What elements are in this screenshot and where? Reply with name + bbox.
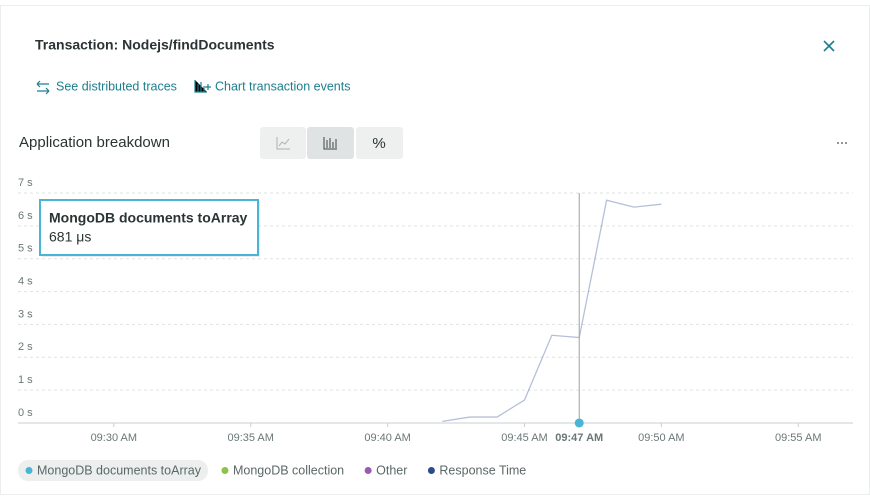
tooltip	[39, 199, 259, 256]
tooltip-title: MongoDB documents toArray	[49, 210, 248, 226]
x-tick-label: 09:35 AM	[227, 432, 273, 444]
percent-label: %	[372, 135, 385, 152]
y-tick-label: 6 s	[18, 210, 33, 222]
toggle-percent[interactable]	[356, 127, 403, 159]
y-tick-label: 1 s	[18, 374, 33, 386]
x-tick-label: 09:40 AM	[364, 432, 410, 444]
legend-label: Other	[376, 463, 407, 477]
x-tick-label: 09:45 AM	[501, 432, 547, 444]
cursor-label-bg	[553, 429, 606, 447]
legend-bg	[18, 460, 208, 481]
legend-item[interactable]: Other	[357, 460, 414, 481]
y-tick-label: 0 s	[18, 407, 33, 419]
legend-label: Response Time	[439, 463, 526, 477]
y-tick-label: 2 s	[18, 341, 33, 353]
legend-item[interactable]: MongoDB collection	[214, 460, 351, 481]
y-tick-label: 4 s	[18, 275, 33, 287]
hover-point	[574, 418, 584, 428]
legend-label: MongoDB documents toArray	[37, 463, 202, 477]
close-button[interactable]	[823, 40, 835, 52]
y-tick-label: 5 s	[18, 243, 33, 255]
legend-dot	[427, 467, 435, 474]
legend-label: MongoDB collection	[233, 463, 344, 477]
menu-button[interactable]	[837, 142, 847, 144]
y-tick-label: 3 s	[18, 308, 33, 320]
x-tick-label: 09:30 AM	[91, 432, 137, 444]
legend-item[interactable]: MongoDB documents toArray	[18, 460, 208, 481]
x-tick-label: 09:50 AM	[638, 432, 684, 444]
events-icon	[194, 80, 211, 93]
legend-dot	[221, 467, 229, 474]
cursor-label: 09:47 AM	[555, 432, 603, 444]
panel-title: Application breakdown	[19, 134, 170, 151]
x-tick-label: 09:55 AM	[775, 432, 821, 444]
link-traces[interactable]: See distributed traces	[56, 79, 177, 93]
area-icon	[276, 137, 290, 150]
legend-dot	[25, 467, 33, 474]
legend-dot	[364, 467, 372, 474]
legend-item[interactable]: Response Time	[420, 460, 533, 481]
transaction-title: Transaction: Nodejs/findDocuments	[35, 37, 275, 53]
link-events[interactable]: Chart transaction events	[215, 79, 351, 93]
series-line	[442, 199, 662, 422]
tooltip-value: 681 μs	[49, 229, 91, 245]
traces-icon	[36, 80, 50, 95]
y-tick-label: 7 s	[18, 177, 33, 189]
bars-icon	[323, 137, 337, 150]
